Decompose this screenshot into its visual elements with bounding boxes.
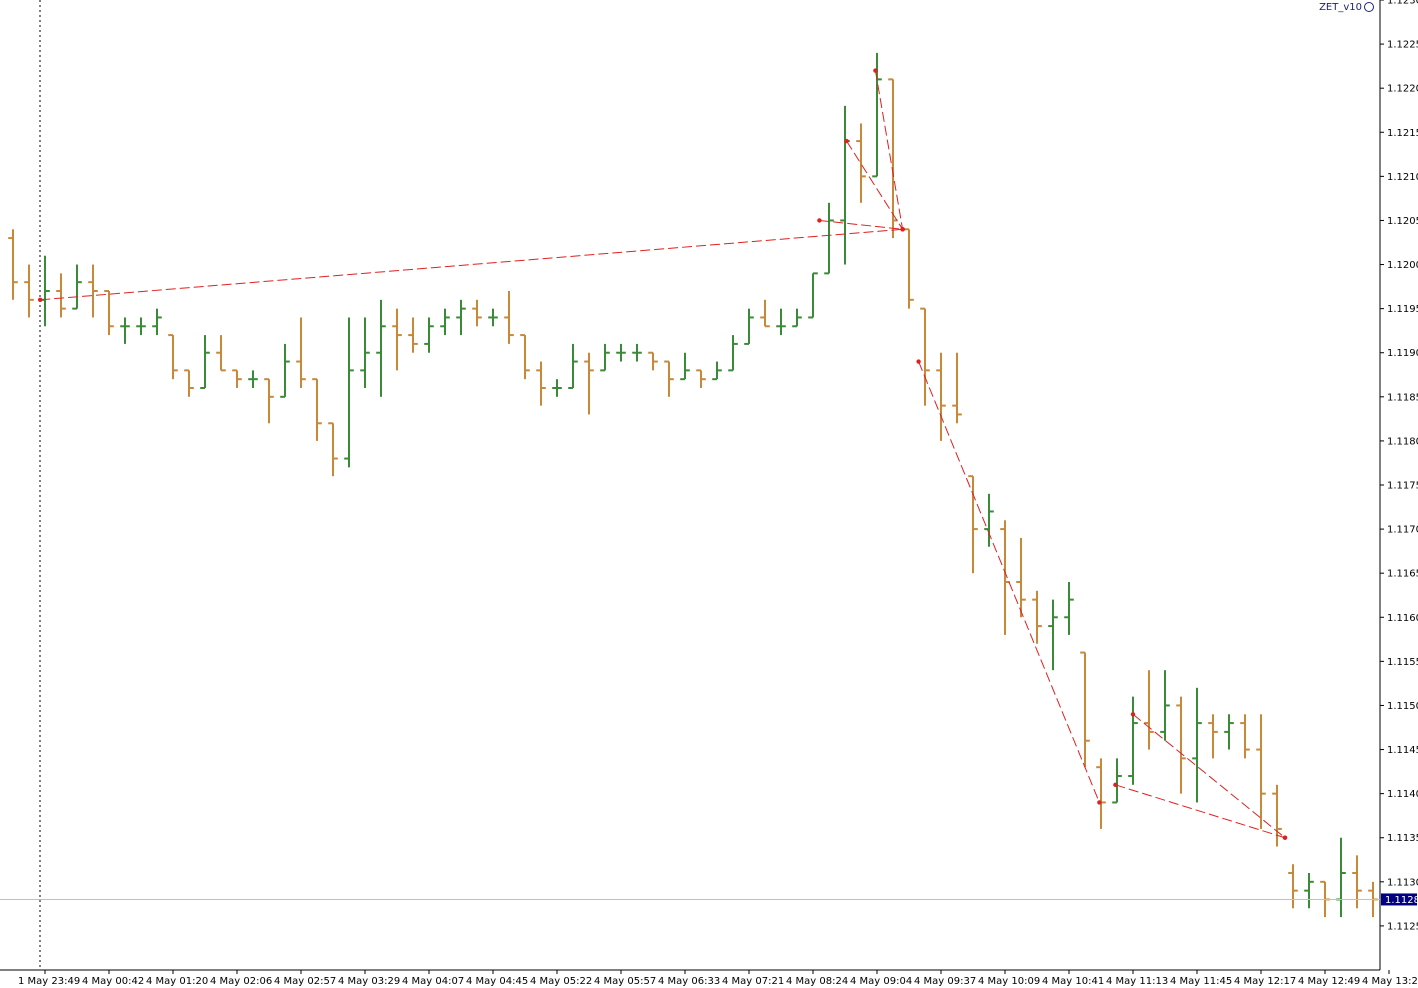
y-tick-label: 1.1170	[1387, 525, 1418, 536]
indicator-icon	[1364, 2, 1374, 12]
zigzag-line	[1115, 784, 1286, 839]
y-tick-label: 1.1150	[1387, 701, 1418, 712]
x-tick-label: 4 May 10:09	[978, 976, 1040, 987]
zigzag-line	[40, 228, 903, 301]
zigzag-line	[874, 70, 904, 230]
x-tick-label: 4 May 10:41	[1042, 976, 1104, 987]
zigzag-point	[916, 359, 921, 364]
y-tick-label: 1.1225	[1387, 40, 1418, 51]
x-tick-label: 4 May 11:13	[1106, 976, 1168, 987]
y-tick-label: 1.1160	[1387, 613, 1418, 624]
x-tick-label: 4 May 11:45	[1170, 976, 1232, 987]
zigzag-point	[900, 227, 905, 232]
y-tick-label: 1.1195	[1387, 304, 1418, 315]
current-price-label: 1.1128	[1385, 895, 1418, 906]
x-tick-label: 4 May 04:07	[402, 976, 464, 987]
zigzag-point	[1113, 782, 1118, 788]
y-tick-label: 1.1180	[1387, 436, 1418, 447]
zigzag-point	[817, 218, 822, 223]
zigzag-point	[1130, 712, 1136, 717]
x-tick-label: 4 May 01:20	[146, 976, 208, 987]
x-tick-label: 4 May 05:22	[530, 976, 592, 987]
y-tick-label: 1.1165	[1387, 569, 1418, 580]
x-tick-label: 4 May 09:37	[914, 976, 976, 987]
x-tick-label: 4 May 13:21	[1362, 976, 1418, 987]
x-tick-label: 4 May 07:21	[722, 976, 784, 987]
y-tick-label: 1.1125	[1387, 921, 1418, 932]
y-tick-label: 1.1220	[1387, 84, 1418, 95]
y-tick-label: 1.1215	[1387, 128, 1418, 139]
y-tick-label: 1.1140	[1387, 789, 1418, 800]
zigzag-point	[38, 297, 43, 303]
y-tick-label: 1.1145	[1387, 745, 1418, 756]
x-tick-label: 4 May 09:04	[850, 976, 912, 987]
x-tick-label: 4 May 08:24	[786, 976, 848, 987]
x-tick-label: 4 May 04:45	[466, 976, 528, 987]
y-tick-label: 1.1205	[1387, 216, 1418, 227]
x-tick-label: 1 May 23:49	[18, 976, 80, 987]
y-tick-label: 1.1200	[1387, 260, 1418, 271]
x-tick-label: 4 May 12:49	[1298, 976, 1360, 987]
y-tick-label: 1.1190	[1387, 348, 1418, 359]
y-tick-label: 1.1210	[1387, 172, 1418, 183]
zigzag-line	[846, 140, 904, 230]
zigzag-line	[1132, 713, 1286, 839]
x-tick-label: 4 May 12:17	[1234, 976, 1296, 987]
x-tick-label: 4 May 05:57	[594, 976, 656, 987]
x-tick-label: 4 May 03:29	[338, 976, 400, 987]
y-tick-label: 1.1130	[1387, 877, 1418, 888]
indicator-label: ZET_v10	[1319, 2, 1362, 13]
zigzag-point	[873, 68, 878, 73]
zigzag-line	[918, 361, 1100, 803]
y-tick-label: 1.1175	[1387, 481, 1418, 492]
x-tick-label: 4 May 00:42	[82, 976, 144, 987]
x-tick-label: 4 May 06:33	[658, 976, 720, 987]
y-tick-label: 1.1135	[1387, 833, 1418, 844]
x-tick-label: 4 May 02:57	[274, 976, 336, 987]
zigzag-point	[1097, 800, 1102, 805]
zigzag-point	[844, 138, 849, 144]
y-tick-label: 1.1155	[1387, 657, 1418, 668]
y-tick-label: 1.1185	[1387, 392, 1418, 403]
current-price-box	[1381, 893, 1417, 906]
x-tick-label: 4 May 02:06	[210, 976, 272, 987]
y-tick-label: 1.1230	[1387, 0, 1418, 7]
zigzag-point	[1282, 835, 1288, 840]
